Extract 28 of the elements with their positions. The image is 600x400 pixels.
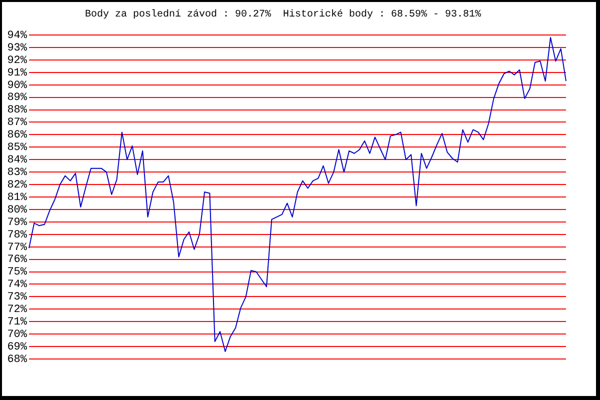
y-tick-label: 80% — [7, 204, 28, 216]
y-tick-label: 68% — [7, 354, 28, 366]
y-tick-label: 73% — [7, 292, 28, 304]
y-tick-label: 93% — [7, 42, 28, 54]
y-tick-label: 86% — [7, 130, 28, 142]
chart-title: Body za poslední závod : 90.27% Historické body : 68.59% - 93.81% — [84, 8, 482, 21]
y-tick-label: 81% — [7, 192, 28, 204]
y-tick-label: 69% — [7, 341, 28, 354]
y-tick-label: 79% — [7, 216, 28, 229]
y-tick-label: 92% — [7, 54, 28, 67]
y-tick-label: 75% — [7, 266, 28, 279]
y-tick-label: 87% — [7, 117, 28, 130]
y-tick-label: 85% — [7, 142, 28, 154]
y-tick-label: 77% — [7, 242, 28, 254]
y-tick-label: 91% — [7, 67, 28, 80]
y-tick-label: 88% — [7, 104, 28, 117]
y-tick-label: 82% — [7, 179, 28, 192]
y-tick-label: 74% — [7, 279, 28, 292]
y-tick-label: 84% — [7, 154, 28, 167]
y-tick-label: 83% — [7, 166, 28, 179]
y-tick-label: 70% — [7, 328, 28, 341]
y-tick-label: 94% — [7, 30, 28, 42]
y-tick-label: 89% — [7, 92, 28, 104]
y-tick-label: 71% — [7, 316, 28, 329]
y-tick-label: 76% — [7, 254, 28, 266]
y-tick-label: 90% — [7, 80, 28, 92]
y-tick-label: 78% — [7, 229, 28, 242]
y-tick-label: 72% — [7, 304, 28, 316]
